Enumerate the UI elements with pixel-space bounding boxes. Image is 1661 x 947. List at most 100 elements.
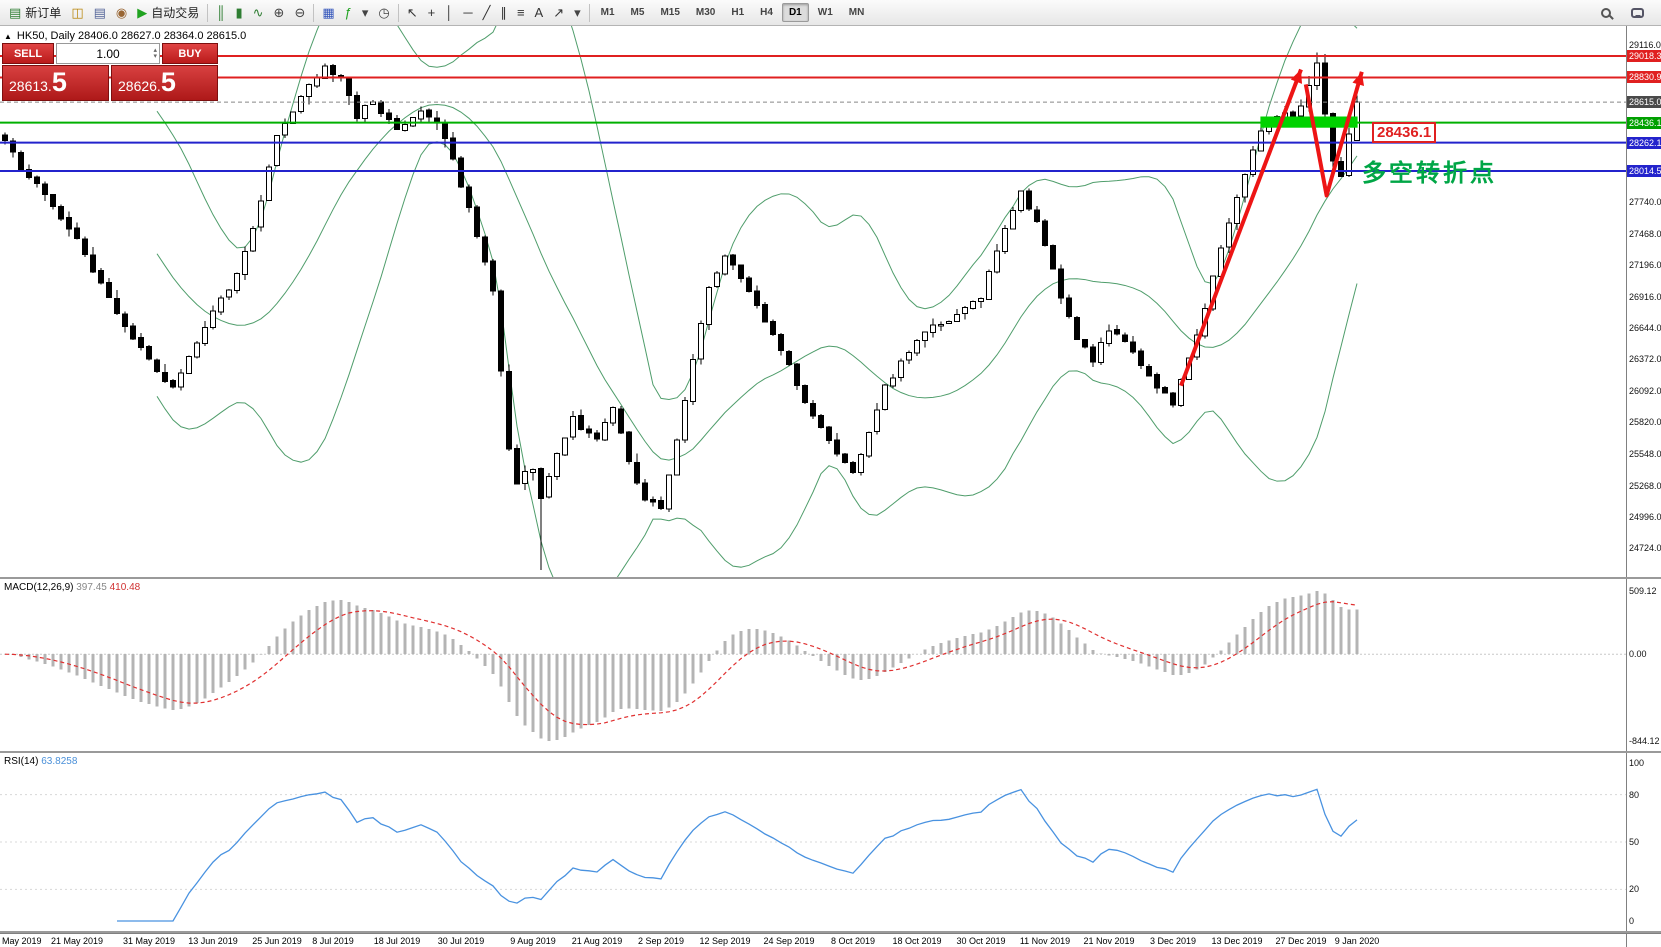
indicators-dropdown-button[interactable]: ▾	[357, 2, 374, 24]
rsi-timeaxis-splitter[interactable]	[0, 931, 1661, 933]
price-zone-label[interactable]: 28436.1	[1372, 122, 1437, 143]
tile-windows-button[interactable]: ▦	[317, 2, 339, 24]
time-axis-label: 13 Jun 2019	[188, 936, 238, 946]
price-axis-label: 25820.0	[1629, 417, 1661, 427]
line-chart-mode-button[interactable]: ∿	[248, 2, 269, 24]
bollinger-lower-band	[156, 141, 1358, 577]
time-axis[interactable]: May 2019 21 May 2019 31 May 2019 13 Jun 201…	[0, 933, 1661, 947]
timeframe-button-m15[interactable]: M15	[660, 7, 680, 18]
spinner-down-icon[interactable]: ▾	[153, 52, 157, 60]
volume-input[interactable]: 1.00 ▴ ▾	[56, 43, 160, 64]
timeframe-button-h4[interactable]: H4	[760, 7, 773, 18]
volume-spinner[interactable]: ▴ ▾	[153, 44, 157, 63]
price-axis-label: 26092.0	[1629, 386, 1661, 396]
cursor-tool-button[interactable]: ↖	[402, 2, 423, 24]
macd-axis-label: -844.12	[1629, 736, 1660, 746]
rsi-axis-label: 50	[1629, 837, 1640, 847]
search-button[interactable]	[1596, 2, 1616, 24]
zoom-out-icon: ⊖	[294, 5, 306, 20]
rsi-name: RSI(14)	[4, 756, 39, 767]
consolidation-zone[interactable]	[1260, 116, 1358, 128]
time-axis-label: 21 Aug 2019	[571, 936, 623, 946]
time-axis-label: 27 Dec 2019	[1275, 936, 1327, 946]
buy-price-big-digit: 5	[160, 67, 176, 97]
candlestick-mode-button[interactable]: ▮	[230, 2, 247, 24]
price-axis-badge: 28830.9	[1627, 71, 1661, 83]
sell-button[interactable]: SELL	[2, 43, 54, 64]
sell-price[interactable]: 28613. 5	[2, 65, 109, 101]
text-label-icon: A	[534, 5, 544, 20]
trendline-tool-button[interactable]: ╱	[478, 2, 496, 24]
time-axis-label: 30 Oct 2019	[956, 936, 1006, 946]
time-axis-label: 30 Jul 2019	[437, 936, 485, 946]
toolbar-right	[1596, 2, 1657, 24]
zoom-in-button[interactable]: ⊕	[269, 2, 290, 24]
timeframe-button-mn[interactable]: MN	[848, 7, 865, 18]
trendline-icon: ╱	[482, 5, 491, 20]
chart-plot[interactable]	[0, 26, 1626, 577]
spinner-up-icon[interactable]: ▴	[153, 46, 157, 54]
timeframe-button-d1[interactable]: D1	[781, 3, 809, 22]
periods-button[interactable]: ◷	[373, 2, 394, 24]
chart-macd-splitter[interactable]	[0, 577, 1661, 579]
arrows-tool-button[interactable]: ↗	[548, 2, 569, 24]
macd-histogram	[11, 591, 1359, 741]
time-axis-label: 11 Nov 2019	[1019, 936, 1071, 946]
timeframe-button-w1[interactable]: W1	[817, 7, 833, 18]
time-axis-label: 9 Jan 2020	[1334, 936, 1380, 946]
volume-value: 1.00	[96, 46, 120, 61]
time-axis-label: 25 Jun 2019	[252, 936, 302, 946]
timeframe-button-m30[interactable]: M30	[695, 7, 716, 18]
auto-trading-play-icon: ▶	[137, 5, 148, 20]
macd-signal-line	[4, 601, 1358, 726]
bar-chart-mode-button[interactable]: ║	[211, 2, 230, 24]
new-order-button[interactable]: ▤ 新订单	[4, 2, 66, 24]
toolbar-separator	[313, 3, 315, 22]
timeframe-button-h1[interactable]: H1	[731, 7, 745, 18]
channel-tool-button[interactable]: ∥	[495, 2, 512, 24]
macd-label: MACD(12,26,9) 397.45 410.48	[4, 582, 140, 593]
objects-dropdown-button[interactable]: ▾	[569, 2, 586, 24]
zigzag-arrow[interactable]	[1303, 71, 1364, 198]
time-axis-label: 12 Sep 2019	[699, 936, 751, 946]
timeframe-button-m5[interactable]: M5	[630, 7, 645, 18]
toolbar: ▤ 新订单 ◫ ▤ ◉ ▶ 自动交易 ║ ▮ ∿ ⊕ ⊖ ▦ ƒ ▾ ◷ ↖ + │ ─ ╱ ∥ ≡ A ↗ ▾ M1 M5 M15 M3…	[0, 0, 1661, 26]
price-axis-label: 27468.0	[1629, 229, 1661, 239]
vertical-line-icon: │	[445, 5, 454, 20]
profiles-button[interactable]: ▤	[89, 2, 111, 24]
toolbar-separator	[207, 3, 209, 22]
time-axis-label: 2 Sep 2019	[637, 936, 685, 946]
buy-price-main: 28626.	[118, 78, 161, 94]
symbol-period-ohlc: HK50, Daily 28406.0 28627.0 28364.0 2861…	[16, 30, 247, 42]
buy-price: 28626. 5	[111, 65, 218, 101]
zigzag-arrow-head	[1352, 71, 1365, 86]
time-axis-label: May 2019	[2, 936, 42, 946]
horizontal-line-tool-button[interactable]: ─	[458, 2, 477, 24]
buy-button[interactable]: BUY	[162, 43, 218, 64]
vertical-line-tool-button[interactable]: │	[440, 2, 458, 24]
price-axis: 29116.0 27740.0 27468.0 27196.0 26916.0 26644…	[1626, 26, 1661, 577]
rsi-plot[interactable]	[0, 753, 1626, 931]
price-axis-label: 27196.0	[1629, 260, 1661, 270]
up-trend-arrow[interactable]	[1179, 68, 1303, 387]
new-chart-button[interactable]: ◫	[66, 2, 88, 24]
fibonacci-tool-button[interactable]: ≡	[512, 2, 530, 24]
macd-rsi-splitter[interactable]	[0, 751, 1661, 753]
crosshair-tool-button[interactable]: +	[423, 2, 441, 24]
zoom-out-button[interactable]: ⊖	[289, 2, 310, 24]
indicators-button[interactable]: ƒ	[340, 2, 357, 24]
auto-trading-button[interactable]: ▶ 自动交易	[132, 2, 204, 24]
turning-point-label[interactable]: 多空转折点	[1362, 159, 1497, 187]
rsi-panel: RSI(14) 63.8258 100 80 50 20 0	[0, 753, 1661, 931]
price-axis-badge: 28014.5	[1627, 165, 1661, 177]
community-button[interactable]	[1626, 2, 1649, 24]
fibonacci-icon: ≡	[516, 5, 525, 20]
clock-icon: ◷	[378, 5, 390, 20]
macd-plot[interactable]	[0, 579, 1626, 751]
alerts-button[interactable]: ◉	[111, 2, 132, 24]
toolbar-separator	[397, 3, 399, 22]
collapse-triangle-icon[interactable]: ▲	[4, 31, 12, 41]
text-tool-button[interactable]: A	[530, 2, 549, 24]
timeframe-button-m1[interactable]: M1	[600, 7, 615, 18]
chevron-down-icon: ▾	[574, 5, 581, 20]
